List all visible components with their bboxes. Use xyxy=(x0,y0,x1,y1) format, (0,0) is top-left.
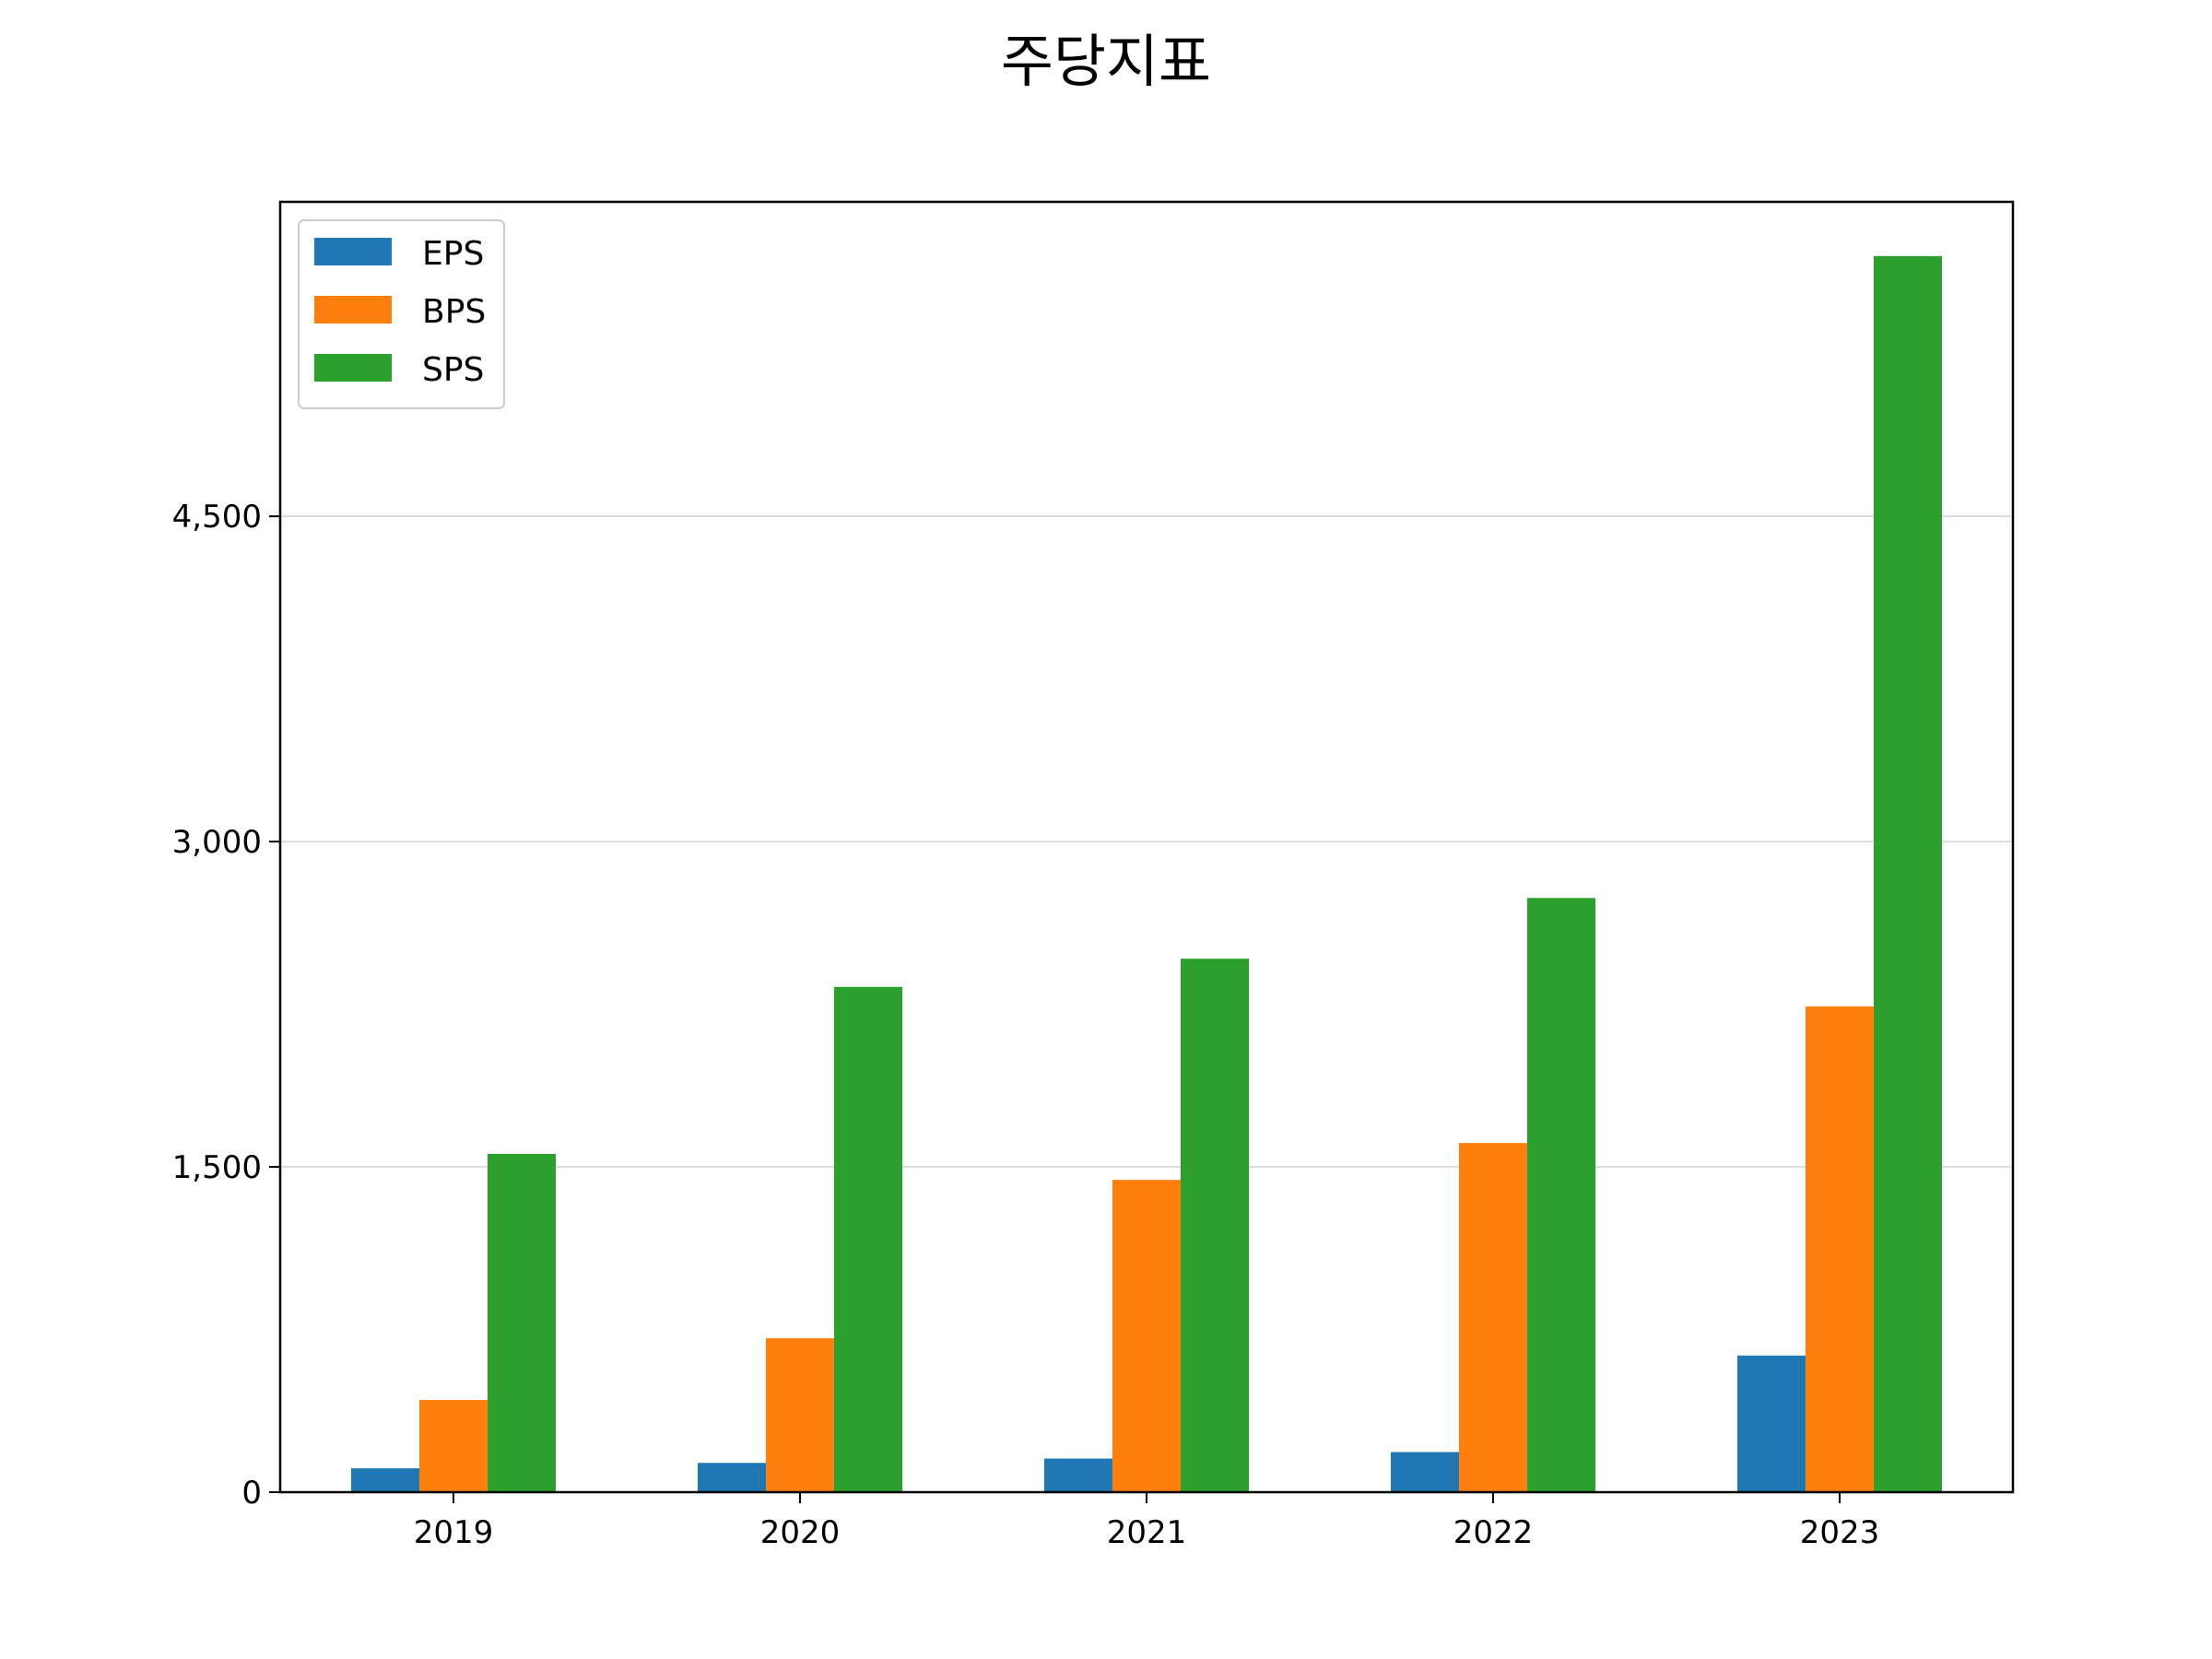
bar-eps-2021 xyxy=(1044,1458,1112,1492)
y-tick-label: 4,500 xyxy=(172,499,262,535)
x-axis: 2019 2020 2021 2022 2023 xyxy=(414,1492,1880,1551)
bar-sps-2019 xyxy=(488,1153,556,1492)
y-tick-label: 1,500 xyxy=(172,1149,262,1186)
bar-sps-2023 xyxy=(1874,255,1942,1493)
bar-sps-2022 xyxy=(1527,898,1595,1492)
bar-sps-2021 xyxy=(1181,959,1249,1492)
bar-bps-2021 xyxy=(1112,1180,1181,1492)
y-axis: 0 1,500 3,000 4,500 xyxy=(172,499,280,1512)
legend: EPS BPS SPS xyxy=(298,219,505,409)
y-tick-label: 3,000 xyxy=(172,824,262,861)
x-tick-label: 2023 xyxy=(1800,1514,1880,1551)
legend-label-bps: BPS xyxy=(422,293,486,331)
legend-swatch-bps xyxy=(314,296,392,324)
legend-label-eps: EPS xyxy=(422,235,484,273)
bar-bps-2022 xyxy=(1459,1143,1527,1492)
x-tick-label: 2020 xyxy=(760,1514,841,1551)
bar-bps-2023 xyxy=(1806,1006,1874,1492)
bar-eps-2022 xyxy=(1391,1452,1459,1492)
bar-sps-2020 xyxy=(834,986,902,1492)
bar-eps-2020 xyxy=(698,1463,766,1492)
x-tick-label: 2021 xyxy=(1107,1514,1187,1551)
bars xyxy=(351,255,1942,1493)
bar-bps-2020 xyxy=(766,1337,834,1492)
bar-eps-2023 xyxy=(1737,1355,1806,1492)
y-tick-label: 0 xyxy=(241,1475,262,1512)
legend-swatch-sps xyxy=(314,354,392,382)
bar-eps-2019 xyxy=(351,1468,419,1492)
x-tick-label: 2019 xyxy=(414,1514,494,1551)
bar-bps-2019 xyxy=(419,1400,488,1492)
legend-label-sps: SPS xyxy=(422,351,484,389)
gridlines xyxy=(280,515,2013,1168)
x-tick-label: 2022 xyxy=(1453,1514,1534,1551)
legend-swatch-eps xyxy=(314,238,392,265)
chart-title: 주당지표 xyxy=(1001,28,1211,95)
